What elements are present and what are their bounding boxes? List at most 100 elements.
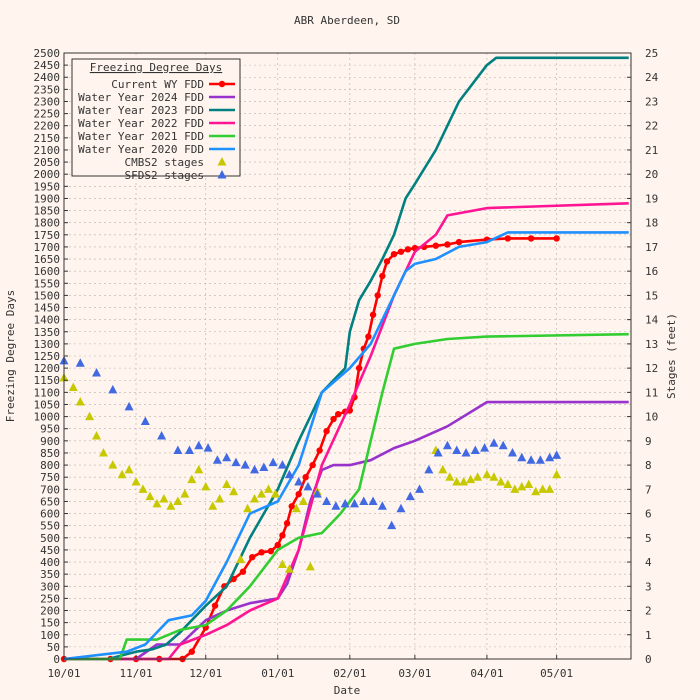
data-point-cmbs2 (92, 430, 102, 440)
data-point-sfds2 (322, 496, 332, 505)
legend-title: Freezing Degree Days (90, 61, 222, 74)
data-point-cmbs2 (222, 479, 232, 488)
x-tick-label: 03/01 (398, 667, 431, 680)
y-tick-label: 1250 (34, 350, 61, 363)
data-point-cmbs2 (257, 489, 267, 498)
data-point-cmbs2 (138, 484, 148, 493)
data-point-sfds2 (452, 445, 462, 455)
y-tick-label: 250 (40, 592, 60, 605)
data-point-current (283, 520, 291, 527)
y-tick-label: 2000 (34, 168, 61, 181)
y-tick-label: 50 (47, 641, 60, 654)
data-point-cmbs2 (187, 474, 197, 484)
data-point-cmbs2 (243, 503, 253, 513)
data-point-current (323, 427, 330, 435)
data-point-sfds2 (184, 445, 194, 455)
y-tick-label: 1800 (34, 217, 61, 230)
data-point-current (527, 235, 535, 242)
data-point-cmbs2 (208, 501, 218, 510)
legend-marker-current (218, 80, 226, 88)
legend-label-wy2021: Water Year 2021 FDD (78, 130, 204, 143)
data-point-cmbs2 (124, 464, 134, 474)
legend-swatch-cmbs2 (217, 157, 227, 166)
y2-tick-label: 4 (645, 556, 652, 569)
y2-tick-label: 15 (645, 289, 658, 302)
data-point-current (239, 568, 247, 575)
data-point-cmbs2 (131, 477, 141, 486)
data-point-cmbs2 (270, 489, 280, 498)
x-tick-label: 05/01 (540, 667, 573, 680)
data-point-cmbs2 (152, 498, 162, 508)
y-tick-label: 2350 (34, 83, 61, 96)
data-point-current (397, 248, 405, 255)
y-tick-label: 1500 (34, 289, 61, 302)
data-point-sfds2 (108, 384, 118, 394)
y-tick-label: 1000 (34, 411, 61, 424)
data-point-current (211, 602, 219, 609)
y-tick-label: 200 (40, 605, 60, 618)
y-tick-label: 1700 (34, 241, 61, 254)
y-tick-label: 300 (40, 580, 60, 593)
y2-tick-label: 9 (645, 435, 652, 448)
data-point-cmbs2 (75, 397, 85, 406)
data-point-sfds2 (222, 452, 232, 462)
data-point-sfds2 (284, 469, 294, 479)
y-tick-label: 600 (40, 508, 60, 521)
data-point-sfds2 (415, 484, 425, 493)
data-point-sfds2 (75, 358, 85, 367)
data-point-cmbs2 (438, 464, 448, 474)
data-point-current (279, 532, 286, 539)
data-point-sfds2 (268, 457, 278, 467)
data-point-cmbs2 (482, 469, 492, 479)
y2-tick-label: 1 (645, 629, 652, 642)
y-tick-label: 2200 (34, 120, 61, 133)
chart-title: ABR Aberdeen, SD (294, 14, 400, 27)
data-point-current (249, 553, 256, 561)
y-axis-label: Freezing Degree Days (4, 290, 17, 422)
data-point-sfds2 (545, 452, 555, 462)
y2-tick-label: 12 (645, 362, 658, 375)
data-point-sfds2 (212, 455, 222, 464)
y-tick-label: 1900 (34, 192, 61, 205)
y-tick-label: 1150 (34, 374, 61, 387)
y-tick-label: 750 (40, 471, 60, 484)
data-point-current (444, 241, 451, 248)
data-point-cmbs2 (68, 382, 78, 392)
y-tick-label: 2500 (34, 47, 61, 60)
data-point-current (553, 235, 560, 242)
y-tick-label: 150 (40, 617, 60, 630)
y-tick-label: 400 (40, 556, 60, 569)
data-point-cmbs2 (85, 411, 95, 421)
data-point-cmbs2 (473, 472, 483, 481)
data-point-current (455, 238, 463, 246)
data-point-cmbs2 (236, 554, 246, 564)
y-tick-label: 2300 (34, 95, 61, 108)
data-point-current (258, 549, 265, 556)
data-point-cmbs2 (263, 484, 273, 493)
data-point-current (432, 242, 440, 249)
data-point-sfds2 (331, 501, 341, 510)
data-point-current (267, 547, 275, 555)
data-point-cmbs2 (298, 496, 308, 505)
data-point-cmbs2 (545, 484, 555, 493)
y2-tick-label: 5 (645, 532, 652, 545)
y-tick-label: 700 (40, 483, 60, 496)
y2-tick-label: 8 (645, 459, 652, 472)
data-point-current (335, 410, 342, 418)
legend-box (71, 58, 241, 177)
data-point-sfds2 (250, 464, 260, 474)
data-point-current (288, 503, 295, 510)
data-point-cmbs2 (459, 477, 469, 486)
y-tick-label: 2100 (34, 144, 61, 157)
y-tick-label: 1600 (34, 265, 61, 278)
x-tick-label: 04/01 (470, 667, 503, 680)
y2-tick-label: 19 (645, 192, 658, 205)
y2-tick-label: 3 (645, 580, 652, 593)
y-tick-label: 800 (40, 459, 60, 472)
data-point-current (330, 415, 337, 423)
data-point-cmbs2 (284, 564, 294, 573)
y-tick-label: 1300 (34, 338, 61, 351)
data-point-current (365, 333, 372, 340)
data-point-cmbs2 (503, 479, 513, 488)
